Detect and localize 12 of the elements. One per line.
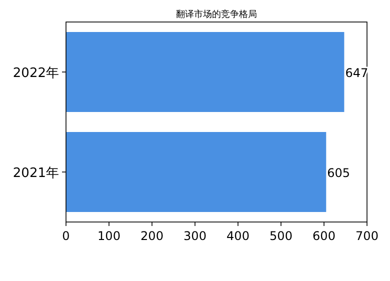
x-tick-label: 700 xyxy=(356,229,378,243)
x-tick-label: 500 xyxy=(270,229,292,243)
x-tick-label: 0 xyxy=(62,229,70,243)
y-tick-label: 2022年 xyxy=(12,66,59,81)
data-label: 605 xyxy=(327,166,350,180)
x-tick-label: 600 xyxy=(312,229,336,243)
x-tick-label: 200 xyxy=(140,229,164,243)
x-tick-label: 100 xyxy=(98,229,120,243)
x-tick-label: 400 xyxy=(226,229,250,243)
y-tick-label: 2021年 xyxy=(12,166,59,181)
chart-title: 翻译市场的竞争格局 xyxy=(176,9,257,20)
x-tick-label: 300 xyxy=(184,229,206,243)
